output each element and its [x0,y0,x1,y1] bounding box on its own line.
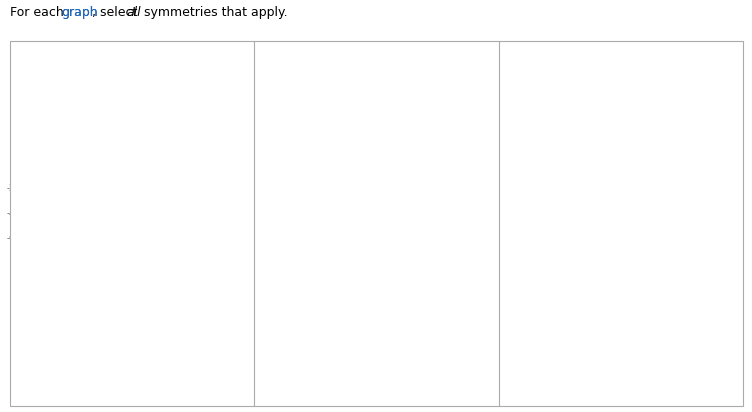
Text: -axis: -axis [311,300,338,309]
Text: , select: , select [92,6,141,19]
Bar [26,324,42,342]
Text: Symmetry:: Symmetry: [26,269,86,279]
Text: none of these: none of these [543,384,619,395]
Text: -axis: -axis [67,300,93,309]
Bar [514,324,531,342]
Text: graph: graph [62,6,99,19]
Text: x: x [490,158,496,168]
Text: y: y [135,67,140,77]
Text: none of these: none of these [54,384,130,395]
Bar [270,324,287,342]
Text: -axis: -axis [67,328,93,338]
Bar [514,296,531,313]
Text: For each: For each [10,6,68,19]
Text: (c): (c) [517,77,532,87]
Text: symmetries that apply.: symmetries that apply. [140,6,287,19]
Bar [26,296,42,313]
Text: x: x [543,300,549,309]
Bar [514,353,531,370]
Text: y: y [379,67,384,77]
Bar [26,353,42,370]
Text: origin: origin [299,356,330,366]
Text: (a): (a) [28,77,44,87]
Text: x: x [299,300,305,309]
Text: x: x [245,158,251,168]
Text: x: x [54,300,60,309]
Text: -axis: -axis [556,300,582,309]
Text: x: x [734,158,740,168]
Text: origin: origin [54,356,86,366]
Text: all: all [126,6,141,19]
Text: (b): (b) [272,77,288,87]
Text: y: y [543,328,549,338]
Bar [270,381,287,398]
Text: none of these: none of these [299,384,374,395]
Text: y: y [54,328,60,338]
Bar [270,296,287,313]
Bar [514,381,531,398]
Text: y: y [299,328,305,338]
Text: Symmetry:: Symmetry: [514,269,575,279]
Text: origin: origin [543,356,575,366]
Bar [270,353,287,370]
Text: graph: graph [62,6,99,19]
Text: Symmetry:: Symmetry: [270,269,331,279]
Bar [26,381,42,398]
Text: y: y [623,67,629,77]
Text: -axis: -axis [311,328,338,338]
Text: -axis: -axis [556,328,582,338]
